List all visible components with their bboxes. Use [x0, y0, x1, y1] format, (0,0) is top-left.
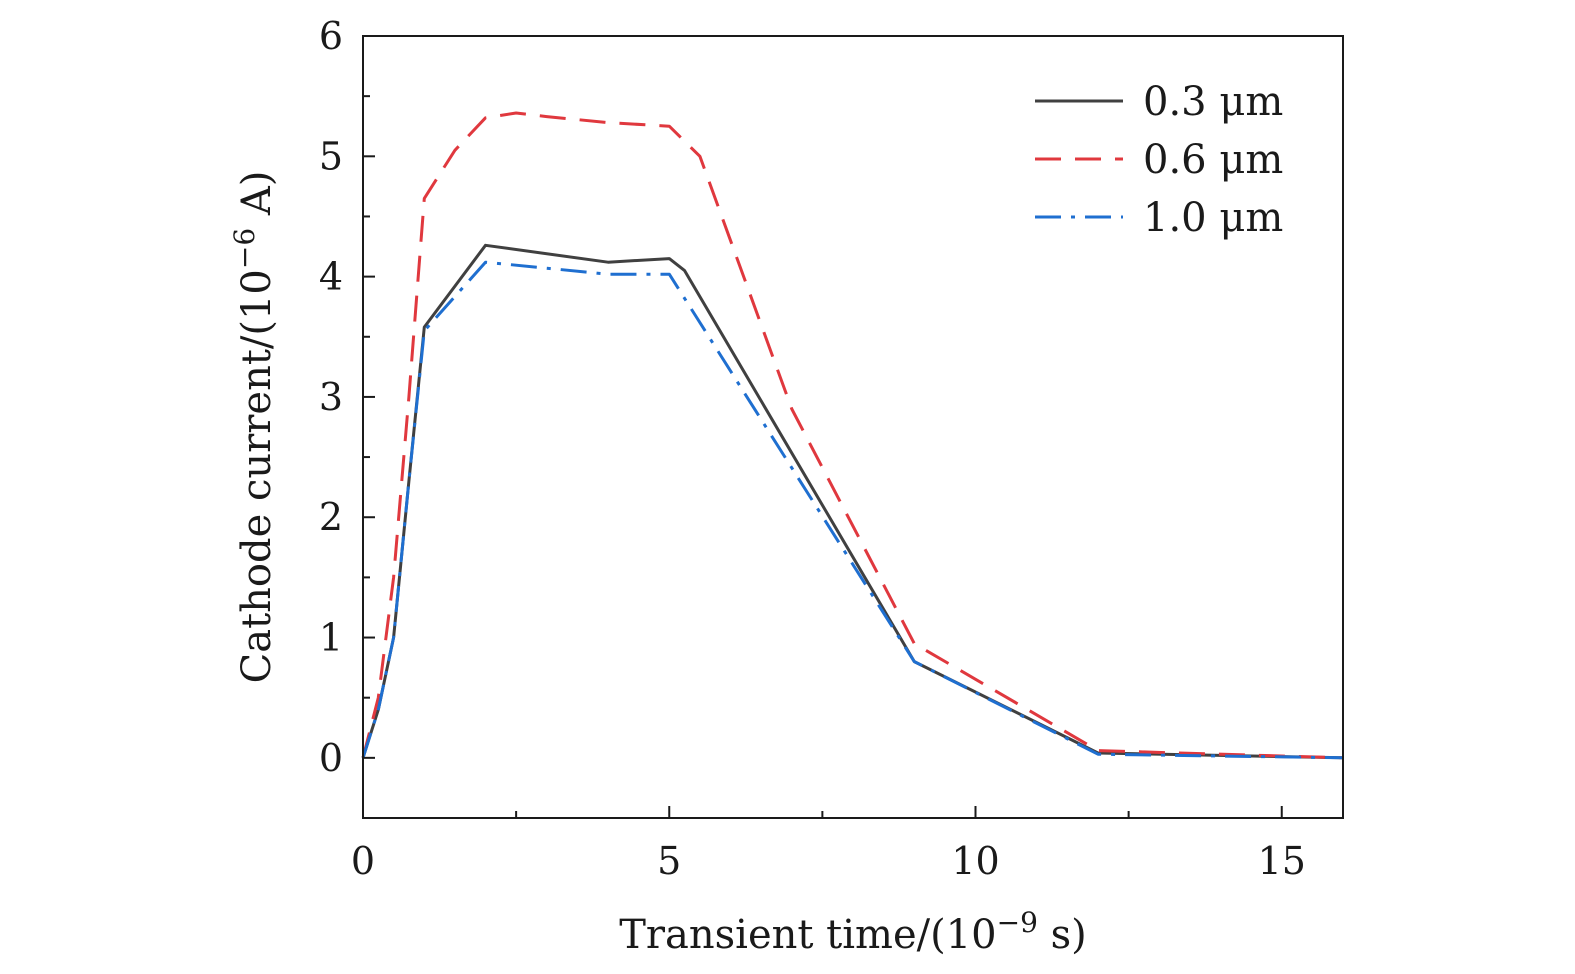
x-tick-label: 5: [657, 839, 681, 883]
x-tick-label: 10: [951, 839, 999, 883]
y-tick-label: 5: [319, 134, 343, 178]
y-tick-label: 1: [319, 616, 343, 660]
y-axis-label: Cathode current/(10−6 A): [228, 171, 280, 684]
legend-label-2: 0.6 μm: [1143, 137, 1283, 183]
legend: 0.3 μm 0.6 μm 1.0 μm: [1035, 79, 1283, 241]
ticks-layer: 0 5 10 15 0 1 2 3 4 5 6: [319, 14, 1306, 883]
legend-label-1: 0.3 μm: [1143, 79, 1283, 125]
y-tick-label: 3: [319, 375, 343, 419]
y-tick-label: 0: [319, 736, 343, 780]
x-axis-label: Transient time/(10−9 s): [619, 906, 1087, 958]
series-layer: [361, 111, 1344, 760]
x-tick-label: 15: [1258, 839, 1306, 883]
y-tick-label: 6: [319, 14, 343, 58]
series-line-2: [361, 111, 1344, 760]
y-tick-label: 4: [319, 255, 343, 299]
x-tick-label: 0: [351, 839, 375, 883]
series-line-3: [361, 260, 1344, 760]
y-tick-label: 2: [319, 495, 343, 539]
legend-label-3: 1.0 μm: [1143, 195, 1283, 241]
plot-frame: [362, 35, 1344, 819]
series-line-1: [361, 243, 1344, 760]
